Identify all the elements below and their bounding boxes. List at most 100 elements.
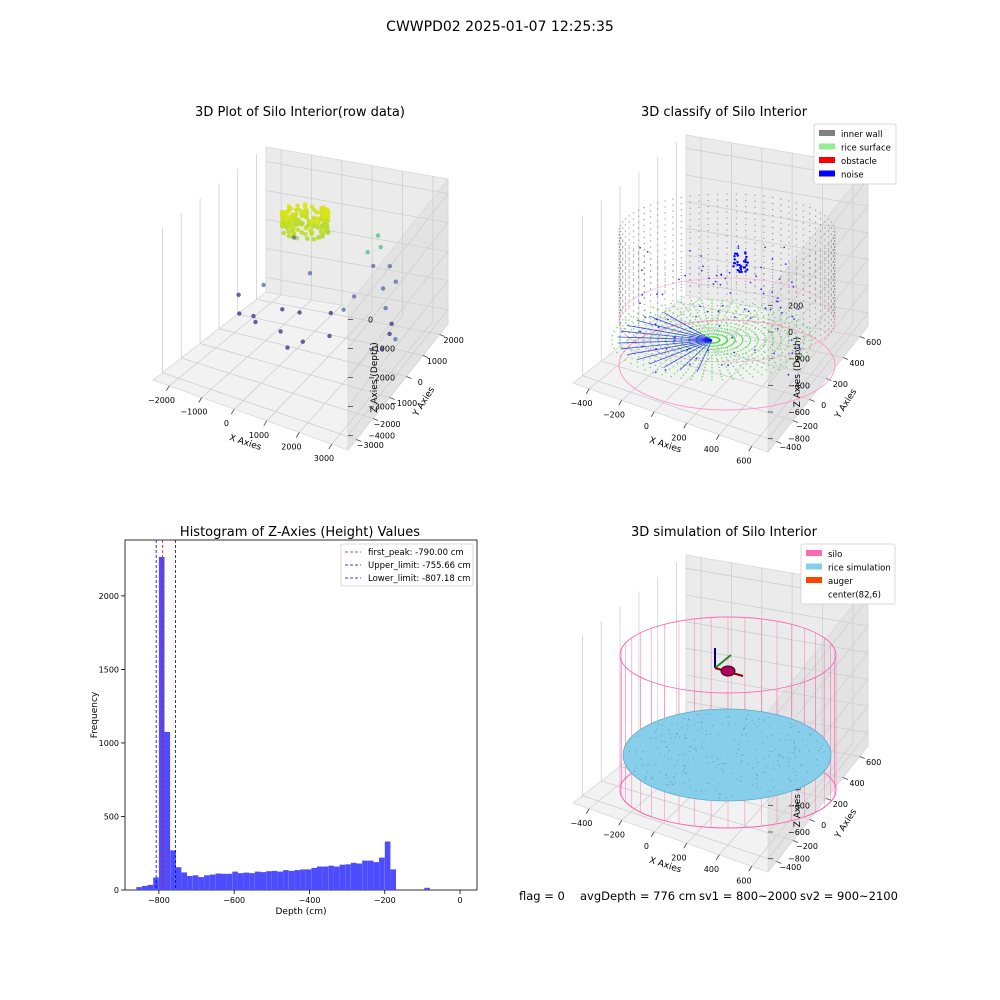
noise-point xyxy=(664,369,667,371)
rice-surface-point xyxy=(731,348,734,350)
inner-wall-point xyxy=(624,316,627,318)
rice-surface-point xyxy=(664,318,667,321)
rice-mesh-point xyxy=(800,764,802,766)
inner-wall-point xyxy=(619,315,622,318)
rice-mesh-point xyxy=(822,744,824,747)
inner-wall-point xyxy=(833,264,836,266)
inner-wall-point xyxy=(622,251,624,253)
inner-wall-point xyxy=(716,193,719,195)
rice-surface-point xyxy=(795,335,797,338)
inner-wall-point xyxy=(735,247,738,249)
inner-wall-point xyxy=(814,269,817,271)
histogram-bar xyxy=(141,885,148,890)
rice-surface-point xyxy=(787,342,790,345)
inner-wall-point xyxy=(795,320,798,322)
inner-wall-point xyxy=(632,230,635,232)
inner-wall-point xyxy=(814,301,817,303)
rice-surface-point xyxy=(675,323,677,325)
inner-wall-point xyxy=(619,260,622,263)
histogram-bar xyxy=(317,866,323,890)
rice-surface-point xyxy=(645,347,647,350)
inner-wall-point xyxy=(726,235,728,237)
inner-wall-point xyxy=(754,280,756,282)
inner-wall-point xyxy=(824,269,826,271)
inner-wall-point xyxy=(672,270,674,272)
inner-wall-point xyxy=(788,316,790,318)
z-tick-label: −400 xyxy=(788,801,810,810)
rice-surface-point xyxy=(680,317,682,320)
rice-surface-point xyxy=(729,329,731,331)
inner-wall-point xyxy=(814,319,817,321)
inner-wall-point xyxy=(819,224,822,226)
rice-mesh-point xyxy=(694,724,696,726)
legend-classify-swatch xyxy=(819,143,835,150)
rice-mesh-point xyxy=(768,725,771,727)
inner-wall-point xyxy=(802,210,805,212)
rice-mesh-point xyxy=(658,723,660,725)
rice-surface-point xyxy=(769,331,772,334)
rice-surface-point xyxy=(654,318,656,321)
inner-wall-point xyxy=(754,236,756,238)
rice-surface-point xyxy=(722,347,725,349)
rice-mesh-point xyxy=(684,766,687,768)
rice-surface-point xyxy=(704,348,706,350)
rice-surface-point xyxy=(742,377,744,379)
inner-wall-point xyxy=(771,295,774,298)
rice-surface-point xyxy=(711,314,713,317)
inner-wall-point xyxy=(622,269,624,271)
inner-wall-point xyxy=(624,284,627,286)
rice-surface-point xyxy=(688,355,690,357)
inner-wall-point xyxy=(780,300,782,302)
inner-wall-point xyxy=(819,290,822,292)
inner-wall-point xyxy=(619,309,622,312)
rice-surface-point xyxy=(626,339,629,341)
inner-wall-point xyxy=(827,284,830,286)
inner-wall-point xyxy=(664,260,666,262)
inner-wall-point xyxy=(735,259,738,261)
x-tick-label: 400 xyxy=(704,445,719,454)
rice-surface-point xyxy=(726,353,729,355)
inner-wall-point xyxy=(619,308,622,311)
rice-mesh-point xyxy=(794,753,796,755)
inner-wall-point xyxy=(637,331,640,333)
legend-simulation-swatch xyxy=(806,563,822,570)
inner-wall-point xyxy=(819,292,822,294)
inner-wall-point xyxy=(624,218,627,220)
scatter-point xyxy=(378,244,383,250)
scatter-point xyxy=(393,337,398,342)
inner-wall-point xyxy=(698,284,700,286)
inner-wall-point xyxy=(754,322,756,324)
inner-wall-point xyxy=(672,318,674,320)
rice-surface-point xyxy=(745,308,748,310)
grid-line-z xyxy=(265,248,449,407)
inner-wall-point xyxy=(830,281,832,283)
inner-wall-point xyxy=(707,298,709,301)
inner-wall-point xyxy=(824,257,826,259)
rice-mesh-point xyxy=(801,765,803,767)
inner-wall-point xyxy=(632,248,635,250)
inner-wall-point xyxy=(754,272,756,274)
rice-mesh-point xyxy=(674,782,677,784)
rice-surface-point xyxy=(787,336,790,338)
inner-wall-point xyxy=(833,246,836,248)
rice-surface-point xyxy=(767,329,769,331)
grid-line-y xyxy=(218,328,407,377)
noise-point xyxy=(665,348,668,350)
inner-wall-point xyxy=(788,290,790,292)
rice-surface-point xyxy=(711,363,713,366)
inner-wall-point xyxy=(649,228,652,230)
rice-surface-point xyxy=(772,341,774,344)
rice-surface-point xyxy=(797,359,800,361)
inner-wall-point xyxy=(745,286,747,289)
inner-wall-point xyxy=(649,288,652,290)
rice-mesh-point xyxy=(645,779,647,781)
rice-surface-point xyxy=(687,368,689,371)
rice-surface-point xyxy=(784,348,786,351)
inner-wall-point xyxy=(832,230,835,233)
histogram-bar xyxy=(311,867,317,890)
point-cluster xyxy=(293,207,299,213)
inner-wall-point xyxy=(622,227,624,229)
inner-wall-point xyxy=(698,292,700,294)
inner-wall-point xyxy=(618,270,621,272)
inner-wall-point xyxy=(649,270,652,272)
